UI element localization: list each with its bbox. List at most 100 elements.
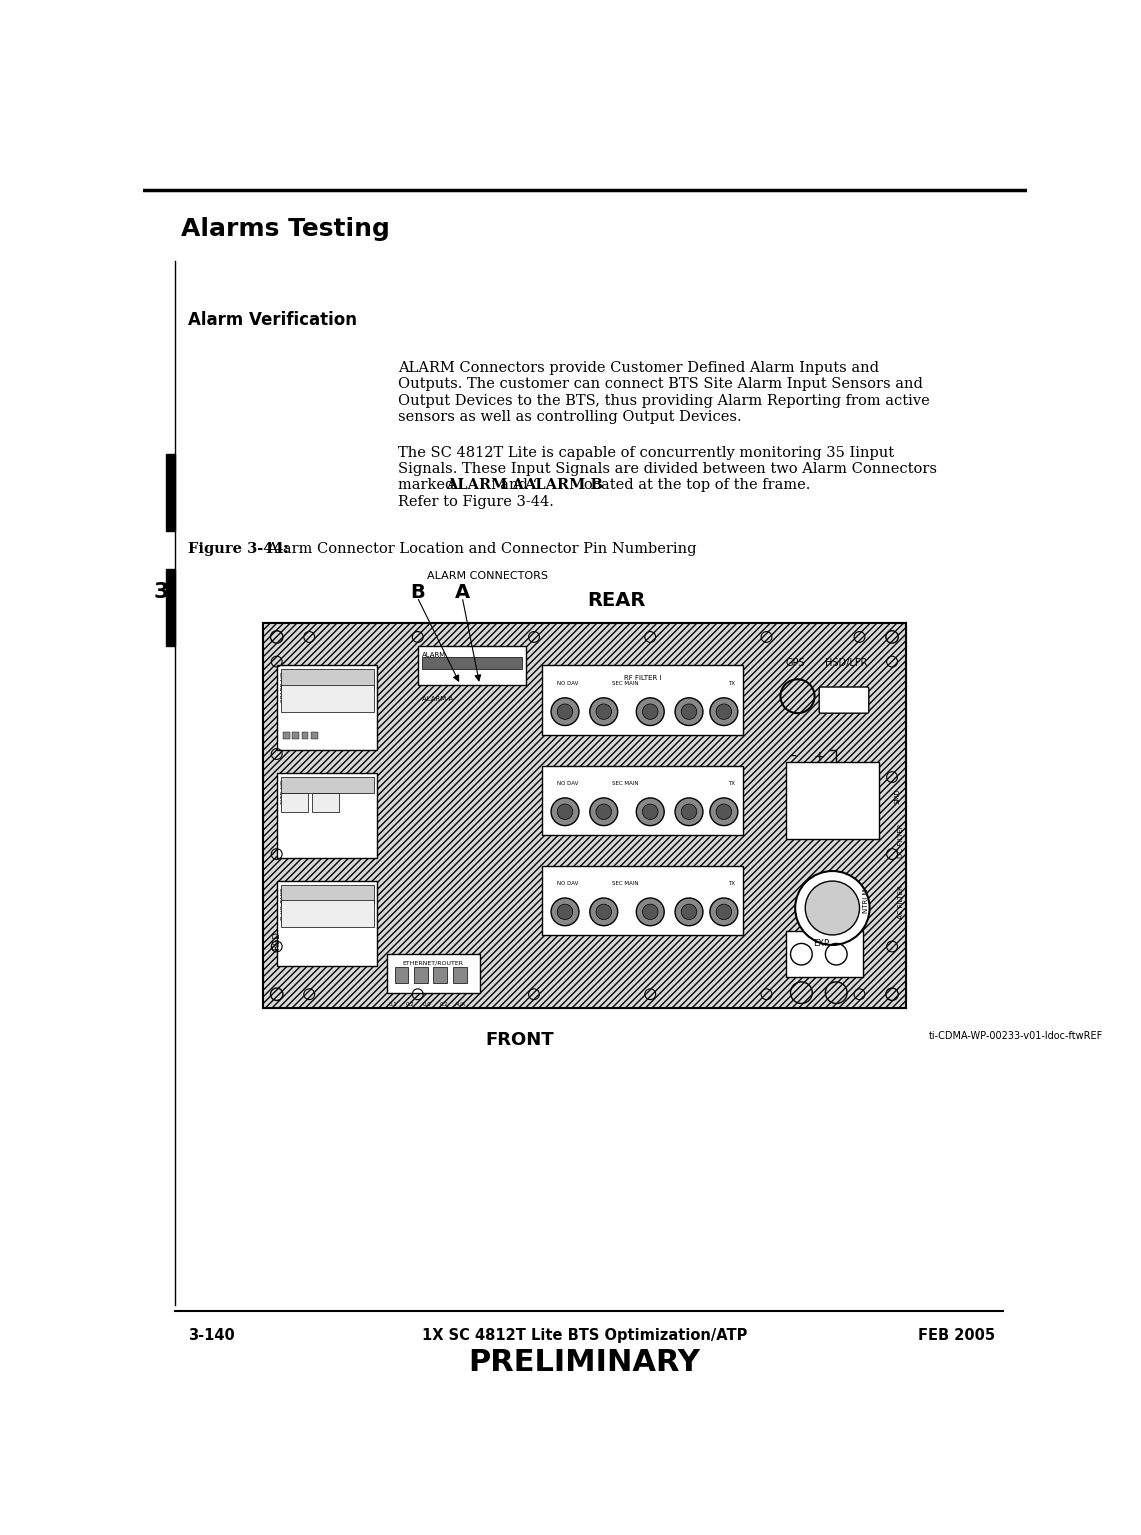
Bar: [281, 901, 373, 927]
Bar: [542, 866, 743, 935]
Circle shape: [551, 898, 578, 926]
Circle shape: [806, 881, 859, 935]
Text: SITE I/O: SITE I/O: [281, 780, 285, 804]
Bar: [165, 454, 176, 531]
Circle shape: [596, 804, 612, 820]
Text: 3-140: 3-140: [187, 1328, 234, 1343]
Circle shape: [642, 904, 658, 919]
Text: SMD: SMD: [895, 789, 900, 804]
Circle shape: [675, 898, 703, 926]
Text: A: A: [454, 583, 470, 602]
Circle shape: [717, 705, 731, 720]
Text: Alarms Testing: Alarms Testing: [181, 216, 390, 241]
Circle shape: [590, 898, 617, 926]
Circle shape: [710, 798, 738, 826]
Text: Refer to Figure 3-44.: Refer to Figure 3-44.: [398, 494, 555, 508]
Circle shape: [596, 904, 612, 919]
Circle shape: [637, 698, 664, 726]
Text: TX: TX: [728, 781, 735, 786]
Circle shape: [675, 798, 703, 826]
Circle shape: [557, 904, 573, 919]
Text: AC FILTER: AC FILTER: [898, 884, 905, 919]
Circle shape: [642, 705, 658, 720]
Text: NO DAV: NO DAV: [557, 881, 578, 886]
Text: The SC 4812T Lite is capable of concurrently monitoring 35 Iinput: The SC 4812T Lite is capable of concurre…: [398, 447, 895, 460]
Circle shape: [710, 898, 738, 926]
Text: 0.2: 0.2: [405, 1002, 414, 1007]
Circle shape: [681, 705, 697, 720]
Bar: [414, 967, 428, 984]
Text: Figure 3-44:: Figure 3-44:: [187, 542, 289, 556]
Bar: [422, 657, 523, 669]
Text: 0.2: 0.2: [439, 1002, 448, 1007]
Text: SEC MAIN: SEC MAIN: [612, 881, 638, 886]
Text: –: –: [790, 751, 796, 764]
Circle shape: [590, 798, 617, 826]
Text: PRELIMINARY: PRELIMINARY: [469, 1348, 701, 1377]
Bar: [281, 777, 373, 792]
Text: Output Devices to the BTS, thus providing Alarm Reporting from active: Output Devices to the BTS, thus providin…: [398, 393, 930, 408]
Circle shape: [681, 904, 697, 919]
Bar: [281, 884, 373, 904]
Text: Outputs. The customer can connect BTS Site Alarm Input Sensors and: Outputs. The customer can connect BTS Si…: [398, 378, 923, 391]
Text: SEC MAIN: SEC MAIN: [612, 682, 638, 686]
Text: ETHERNET/ROUTER: ETHERNET/ROUTER: [403, 961, 463, 966]
Circle shape: [551, 798, 578, 826]
Text: GPS: GPS: [786, 659, 806, 668]
Circle shape: [551, 698, 578, 726]
Circle shape: [596, 705, 612, 720]
Text: SEC MAIN: SEC MAIN: [612, 781, 638, 786]
Text: NO DAV: NO DAV: [557, 781, 578, 786]
Bar: [283, 732, 290, 738]
Bar: [165, 569, 176, 646]
Bar: [395, 967, 408, 984]
Bar: [277, 881, 378, 966]
Text: NTRI M: NTRI M: [864, 889, 869, 913]
Bar: [786, 761, 879, 838]
Text: TX: TX: [728, 881, 735, 886]
Text: HSD/LFR: HSD/LFR: [825, 659, 867, 668]
Text: +: +: [814, 751, 825, 764]
Text: ALARM CONNECTORS: ALARM CONNECTORS: [428, 571, 549, 580]
Circle shape: [675, 698, 703, 726]
Text: RF FILTER I: RF FILTER I: [624, 675, 662, 680]
Text: EXP: EXP: [814, 939, 830, 947]
Text: AUX: AUX: [455, 1002, 467, 1007]
Text: ALARM A: ALARM A: [422, 697, 453, 701]
Text: B I/O PAKS: B I/O PAKS: [281, 887, 285, 919]
Bar: [262, 623, 906, 1008]
Text: ’ located at the top of the frame.: ’ located at the top of the frame.: [570, 479, 811, 493]
Text: FRONT: FRONT: [486, 1032, 555, 1050]
Text: NO DAV: NO DAV: [557, 682, 578, 686]
Text: 3: 3: [154, 582, 169, 602]
Bar: [453, 967, 467, 984]
Circle shape: [681, 804, 697, 820]
Circle shape: [637, 798, 664, 826]
Bar: [281, 685, 373, 712]
Text: ti-CDMA-WP-00233-v01-ldoc-ftwREF: ti-CDMA-WP-00233-v01-ldoc-ftwREF: [929, 1032, 1103, 1041]
Bar: [310, 732, 318, 738]
Text: Alarm Verification: Alarm Verification: [187, 312, 357, 328]
Text: ’ and ‘: ’ and ‘: [492, 479, 537, 493]
Bar: [281, 669, 373, 689]
FancyBboxPatch shape: [819, 688, 868, 714]
Bar: [542, 666, 743, 735]
Text: B: B: [410, 583, 424, 602]
Text: FEB 2005: FEB 2005: [919, 1328, 995, 1343]
Bar: [301, 732, 308, 738]
Circle shape: [717, 904, 731, 919]
Text: Alarm Connector Location and Connector Pin Numbering: Alarm Connector Location and Connector P…: [262, 542, 696, 556]
Text: ALARM A: ALARM A: [446, 479, 525, 493]
Text: Signals. These Input Signals are divided between two Alarm Connectors: Signals. These Input Signals are divided…: [398, 462, 938, 476]
Text: marked ‘: marked ‘: [398, 479, 464, 493]
Text: ALARM Connectors provide Customer Defined Alarm Inputs and: ALARM Connectors provide Customer Define…: [398, 361, 880, 375]
Circle shape: [642, 804, 658, 820]
Bar: [292, 732, 299, 738]
Text: REAR: REAR: [588, 591, 646, 609]
Text: 0.0: 0.0: [422, 1002, 431, 1007]
Bar: [434, 967, 447, 984]
Bar: [281, 792, 308, 812]
Text: ALARM B: ALARM B: [524, 479, 602, 493]
Bar: [387, 955, 479, 993]
Circle shape: [795, 870, 869, 946]
